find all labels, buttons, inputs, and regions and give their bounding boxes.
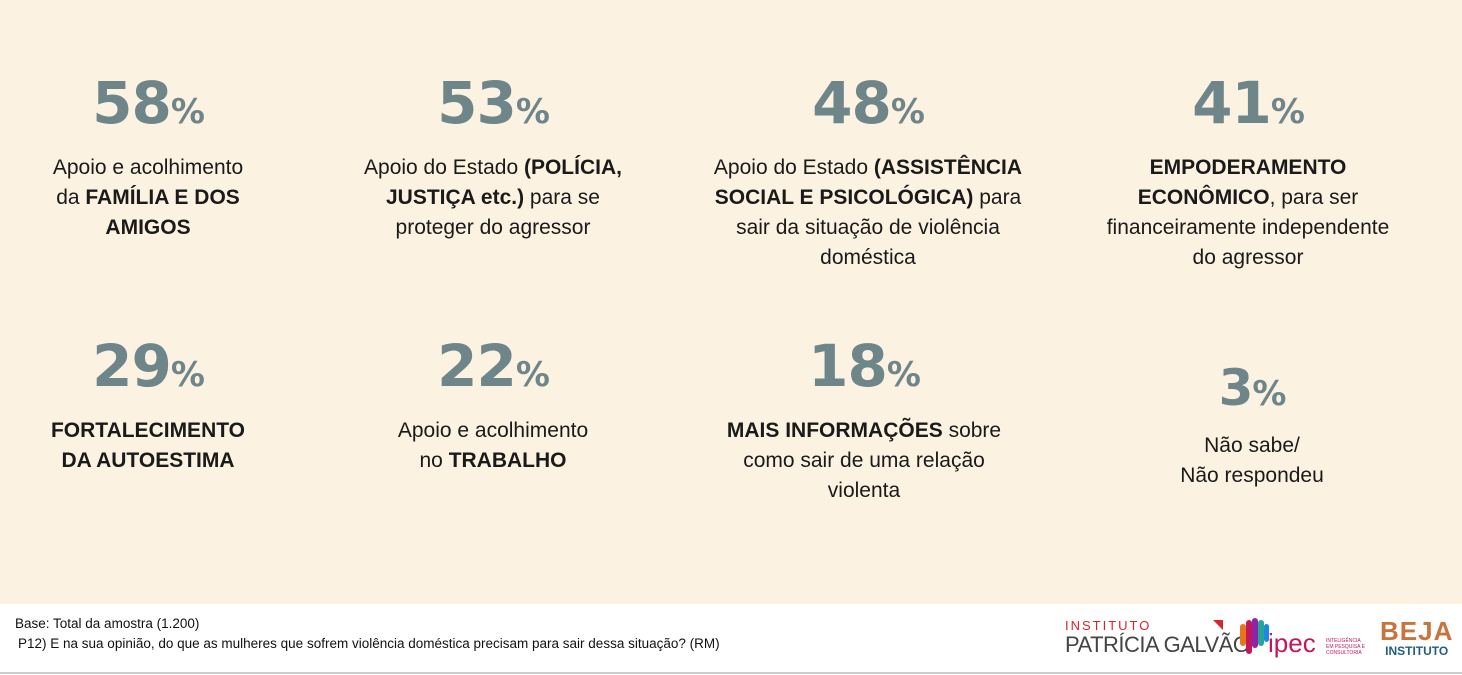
stat-percentage: 48% bbox=[688, 72, 1048, 143]
percent-sign: % bbox=[1252, 374, 1286, 414]
patricia-galvao-logo: INSTITUTO PATRÍCIA GALVÃO bbox=[1065, 618, 1250, 657]
stat-value: 41 bbox=[1192, 69, 1272, 137]
survey-question: P12) E na sua opinião, do que as mulhere… bbox=[18, 636, 720, 651]
footer: Base: Total da amostra (1.200) P12) E na… bbox=[0, 604, 1462, 674]
stat-percentage: 18% bbox=[684, 335, 1044, 406]
description-text: para se proteger do agressor bbox=[395, 186, 600, 239]
description-emphasis: EMPODERAMENTO ECONÔMICO bbox=[1137, 156, 1347, 209]
beja-logo: BEJA INSTITUTO bbox=[1380, 618, 1453, 658]
description-text: Apoio e acolhimento da bbox=[52, 156, 244, 209]
logo-text: BEJA bbox=[1380, 616, 1454, 646]
logo-text: INTELIGÊNCIA EM PESQUISA E CONSULTORIA bbox=[1326, 638, 1365, 656]
stat-percentage: 3% bbox=[1072, 357, 1432, 425]
stat-item: 29% FORTALECIMENTO DA AUTOESTIMA bbox=[0, 335, 328, 476]
stat-value: 29 bbox=[92, 332, 172, 400]
stat-percentage: 22% bbox=[313, 335, 673, 406]
description-text: Apoio e acolhimento no bbox=[397, 419, 589, 472]
stat-description: Não sabe/ Não respondeu bbox=[1072, 431, 1432, 491]
description-emphasis: (ASSISTÊNCIA SOCIAL E PSICOLÓGICA) bbox=[714, 156, 1023, 209]
percent-sign: % bbox=[515, 92, 550, 132]
ipec-mark-icon bbox=[1240, 618, 1269, 654]
percent-sign: % bbox=[515, 355, 550, 395]
stat-percentage: 41% bbox=[1068, 72, 1428, 143]
description-emphasis: TRABALHO bbox=[448, 449, 567, 472]
stat-percentage: 53% bbox=[313, 72, 673, 143]
description-text: Apoio do Estado bbox=[364, 156, 524, 179]
description-text: , para ser financeiramente independente … bbox=[1106, 186, 1390, 269]
stat-description: Apoio do Estado (ASSISTÊNCIA SOCIAL E PS… bbox=[688, 153, 1048, 273]
description-emphasis: FAMÍLIA E DOS AMIGOS bbox=[85, 186, 240, 239]
stat-value: 53 bbox=[437, 69, 517, 137]
stat-item: 48% Apoio do Estado (ASSISTÊNCIA SOCIAL E… bbox=[688, 72, 1048, 273]
percent-sign: % bbox=[886, 355, 921, 395]
footnote: Base: Total da amostra (1.200) P12) E na… bbox=[15, 614, 720, 654]
stat-value: 58 bbox=[92, 69, 172, 137]
stat-item: 53% Apoio do Estado (POLÍCIA, JUSTIÇA etc… bbox=[313, 72, 673, 243]
logo-text: PATRÍCIA GALVÃO bbox=[1065, 632, 1250, 657]
stat-description: EMPODERAMENTO ECONÔMICO, para ser financ… bbox=[1068, 153, 1428, 273]
sample-base: Base: Total da amostra (1.200) bbox=[15, 616, 200, 631]
logo-triangle-icon bbox=[1213, 620, 1223, 630]
description-emphasis: FORTALECIMENTO DA AUTOESTIMA bbox=[50, 419, 246, 472]
percent-sign: % bbox=[170, 92, 205, 132]
description-emphasis: MAIS INFORMAÇÕES bbox=[726, 419, 943, 442]
percent-sign: % bbox=[890, 92, 925, 132]
logo-text: ipec bbox=[1268, 628, 1316, 658]
description-text: Apoio do Estado bbox=[713, 156, 874, 179]
stat-item: 3% Não sabe/ Não respondeu bbox=[1072, 357, 1432, 491]
stat-value: 48 bbox=[812, 69, 892, 137]
stat-item: 41% EMPODERAMENTO ECONÔMICO, para ser fin… bbox=[1068, 72, 1428, 273]
description-emphasis: (POLÍCIA, JUSTIÇA etc.) bbox=[386, 156, 622, 209]
percent-sign: % bbox=[170, 355, 205, 395]
stat-description: Apoio do Estado (POLÍCIA, JUSTIÇA etc.) … bbox=[313, 153, 673, 243]
stat-description: Apoio e acolhimento da FAMÍLIA E DOS AMI… bbox=[0, 153, 328, 243]
results-panel: 58% Apoio e acolhimento da FAMÍLIA E DOS … bbox=[0, 0, 1462, 604]
stat-percentage: 29% bbox=[0, 335, 328, 406]
stat-description: Apoio e acolhimento no TRABALHO bbox=[313, 416, 673, 476]
logo-text: INSTITUTO bbox=[1065, 618, 1152, 633]
description-text: para sair da situação de violência domés… bbox=[736, 186, 1022, 269]
ipec-logo: ipec INTELIGÊNCIA EM PESQUISA E CONSULTO… bbox=[1238, 616, 1368, 662]
stat-item: 22% Apoio e acolhimento no TRABALHO bbox=[313, 335, 673, 476]
description-text: Não sabe/ Não respondeu bbox=[1180, 434, 1324, 487]
stat-value: 18 bbox=[808, 332, 888, 400]
stat-value: 3 bbox=[1218, 359, 1254, 417]
stat-item: 58% Apoio e acolhimento da FAMÍLIA E DOS … bbox=[0, 72, 328, 243]
stat-value: 22 bbox=[437, 332, 517, 400]
description-text: sobre como sair de uma relação violenta bbox=[743, 419, 1002, 502]
stat-description: FORTALECIMENTO DA AUTOESTIMA bbox=[0, 416, 328, 476]
stat-percentage: 58% bbox=[0, 72, 328, 143]
logo-text: INSTITUTO bbox=[1385, 644, 1449, 658]
stat-description: MAIS INFORMAÇÕES sobre como sair de uma … bbox=[684, 416, 1044, 506]
percent-sign: % bbox=[1270, 92, 1305, 132]
stat-item: 18% MAIS INFORMAÇÕES sobre como sair de u… bbox=[684, 335, 1044, 506]
